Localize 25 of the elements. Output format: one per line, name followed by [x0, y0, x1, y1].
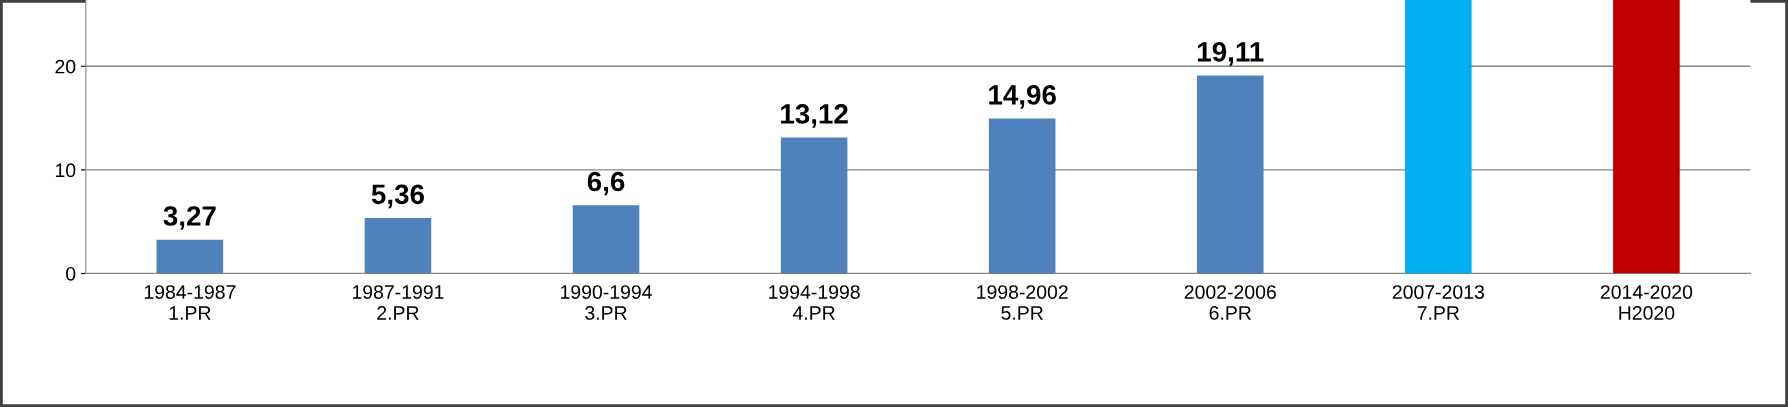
data-label: 5,36: [371, 184, 424, 209]
data-label: 3,27: [163, 206, 216, 230]
bar: [364, 217, 432, 274]
data-label: 14,96: [989, 85, 1056, 109]
x-tick-label: 1994-1998 4.PR: [769, 285, 860, 320]
bar: [1613, 0, 1680, 274]
x-tick-label: 1984-1987 1.PR: [144, 285, 236, 320]
x-tick-label: 1998-2002 5.PR: [977, 285, 1068, 320]
bar: [572, 205, 640, 274]
y-tick-label: 10: [55, 163, 76, 178]
bar: [1405, 0, 1472, 274]
bar: [156, 239, 224, 274]
x-tick-label: 2014-2020 H2020: [1600, 285, 1693, 320]
bar: [780, 137, 848, 274]
x-tick-label: 1987-1991 2.PR: [352, 285, 444, 320]
data-label: 6,6: [587, 171, 625, 196]
x-tick-label: 1990-1994 3.PR: [561, 285, 652, 320]
bar: [1196, 75, 1264, 274]
y-tick-label: 0: [66, 266, 76, 281]
x-tick-label: 2002-2006 6.PR: [1184, 285, 1276, 320]
bar: [988, 118, 1056, 274]
x-tick-label: 2007-2013 7.PR: [1392, 285, 1484, 320]
data-label: 13,12: [781, 104, 848, 128]
data-label: 19,11: [1198, 42, 1264, 66]
y-tick-label: 20: [55, 59, 76, 74]
